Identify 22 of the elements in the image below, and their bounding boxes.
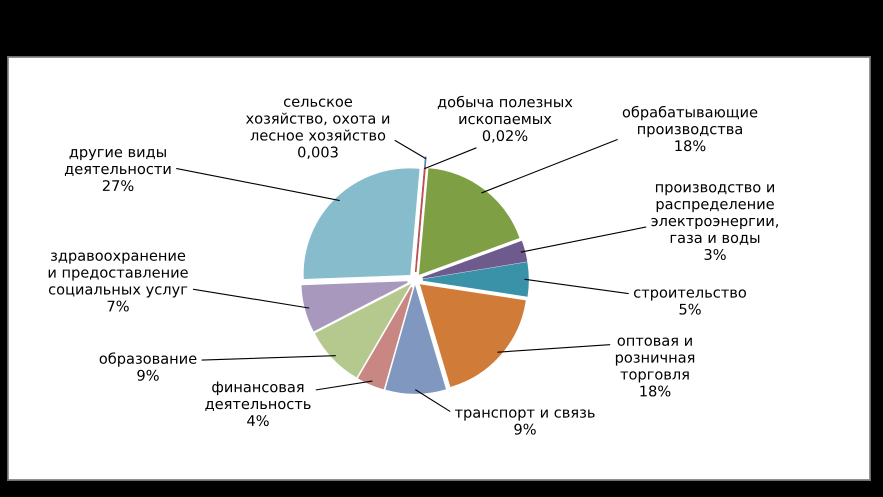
slice-label: транспорт и связь [454,409,595,421]
data-label: 4% [247,415,269,426]
slice-label: сельское хозяйство, охота и лесное хозяйство [246,98,390,141]
slice-label: другие виды деятельности [64,148,171,176]
data-label: 18% [640,386,670,397]
data-label: 9% [137,370,159,381]
slice-label: обрабатывающие производства [622,106,758,138]
slice-label: добыча полезных ископаемых [438,96,572,124]
data-label: 0,02% [482,130,528,143]
data-label: 9% [514,424,536,435]
slice-label: строительство [634,289,746,301]
data-label: 3% [704,248,726,260]
slice-label: оптовая и розничная торговля [616,338,694,382]
data-label: 27% [102,180,134,192]
data-label: 5% [680,304,701,315]
slice-label: образование [100,352,196,367]
data-label: 18% [675,140,706,152]
slice-label: производство и распределение электроэнергии, газа и воды [651,184,778,245]
data-label: 7% [108,300,129,312]
slice-label: финансовая деятельность [205,382,311,412]
data-label: 0,003 [298,146,338,160]
slice-label: здравоохранение и предоставление социальных услуг [48,252,188,298]
